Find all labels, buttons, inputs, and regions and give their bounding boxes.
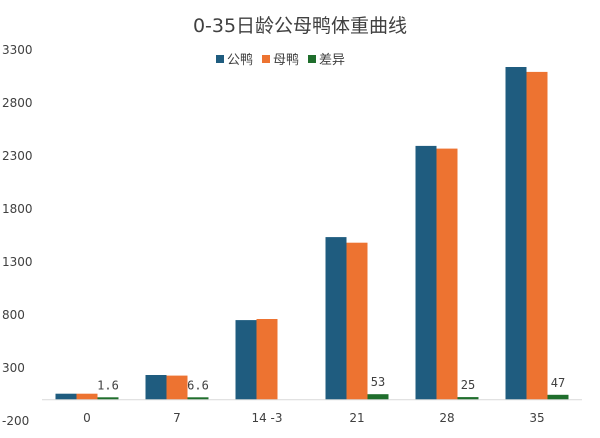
y-tick-label: 300 bbox=[2, 361, 25, 375]
data-label: 6.6 bbox=[187, 378, 209, 392]
bar-差异-7 bbox=[187, 397, 209, 400]
chart-legend: 公鸭 母鸭 差异 bbox=[216, 53, 345, 68]
data-label-group: 1.6 6.6 53 25 47 bbox=[97, 375, 565, 392]
x-axis: 0 7 14 -3 21 28 35 bbox=[42, 399, 582, 425]
x-tick-label: 21 bbox=[349, 411, 364, 425]
bar-公鸭-21 bbox=[325, 237, 347, 400]
legend-label-母鸭: 母鸭 bbox=[273, 53, 299, 68]
bar-公鸭-35 bbox=[505, 67, 527, 400]
y-tick-label: -200 bbox=[2, 414, 29, 428]
bar-母鸭-14 -3 bbox=[256, 319, 278, 400]
bar-母鸭-28 bbox=[436, 148, 458, 400]
y-tick-label: 2300 bbox=[2, 149, 33, 163]
y-tick-label: 3300 bbox=[2, 43, 33, 57]
legend-swatch-母鸭 bbox=[262, 55, 270, 63]
x-tick-label: 14 -3 bbox=[251, 411, 282, 425]
x-tick-label: 35 bbox=[529, 411, 544, 425]
data-label: 47 bbox=[551, 376, 565, 390]
y-tick-label: 1800 bbox=[2, 202, 33, 216]
bar-差异-28 bbox=[457, 397, 479, 400]
data-label: 25 bbox=[461, 378, 475, 392]
y-tick-label: 1300 bbox=[2, 255, 33, 269]
chart-title: 0-35日龄公母鸭体重曲线 bbox=[193, 15, 407, 37]
bar-差异-21 bbox=[367, 394, 389, 400]
legend-label-公鸭: 公鸭 bbox=[227, 53, 253, 68]
bar-母鸭-0 bbox=[76, 393, 98, 400]
data-label: 1.6 bbox=[97, 378, 119, 392]
legend-swatch-差异 bbox=[308, 55, 316, 63]
bar-公鸭-28 bbox=[415, 145, 437, 400]
y-tick-label: 2800 bbox=[2, 96, 33, 110]
bar-差异-35 bbox=[547, 394, 569, 400]
legend-label-差异: 差异 bbox=[319, 53, 345, 68]
legend-swatch-公鸭 bbox=[216, 55, 224, 63]
bar-母鸭-7 bbox=[166, 375, 188, 400]
x-tick-label: 7 bbox=[173, 411, 181, 425]
bar-公鸭-0 bbox=[55, 393, 77, 400]
x-tick-label: 0 bbox=[83, 411, 91, 425]
bar-公鸭-14 -3 bbox=[235, 320, 257, 400]
bar-差异-0 bbox=[97, 397, 119, 400]
bar-公鸭-7 bbox=[145, 375, 167, 400]
bar-series-group bbox=[55, 67, 569, 400]
data-label: 53 bbox=[371, 375, 385, 389]
bar-母鸭-21 bbox=[346, 242, 368, 400]
bar-母鸭-35 bbox=[526, 71, 548, 400]
y-tick-label: 800 bbox=[2, 308, 25, 322]
y-axis: -200 300 800 1300 1800 2300 2800 3300 bbox=[2, 43, 33, 428]
x-tick-label: 28 bbox=[439, 411, 454, 425]
